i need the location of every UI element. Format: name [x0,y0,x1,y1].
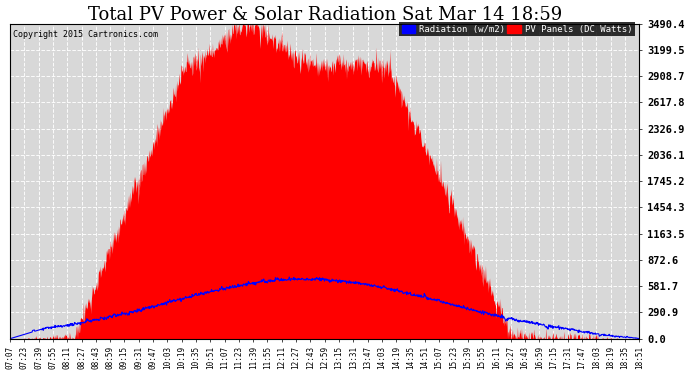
Title: Total PV Power & Solar Radiation Sat Mar 14 18:59: Total PV Power & Solar Radiation Sat Mar… [88,6,562,24]
Text: Copyright 2015 Cartronics.com: Copyright 2015 Cartronics.com [13,30,158,39]
Legend: Radiation (w/m2), PV Panels (DC Watts): Radiation (w/m2), PV Panels (DC Watts) [399,22,635,36]
